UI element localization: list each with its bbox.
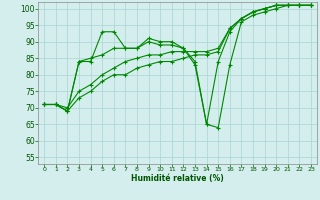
X-axis label: Humidité relative (%): Humidité relative (%)	[131, 174, 224, 183]
